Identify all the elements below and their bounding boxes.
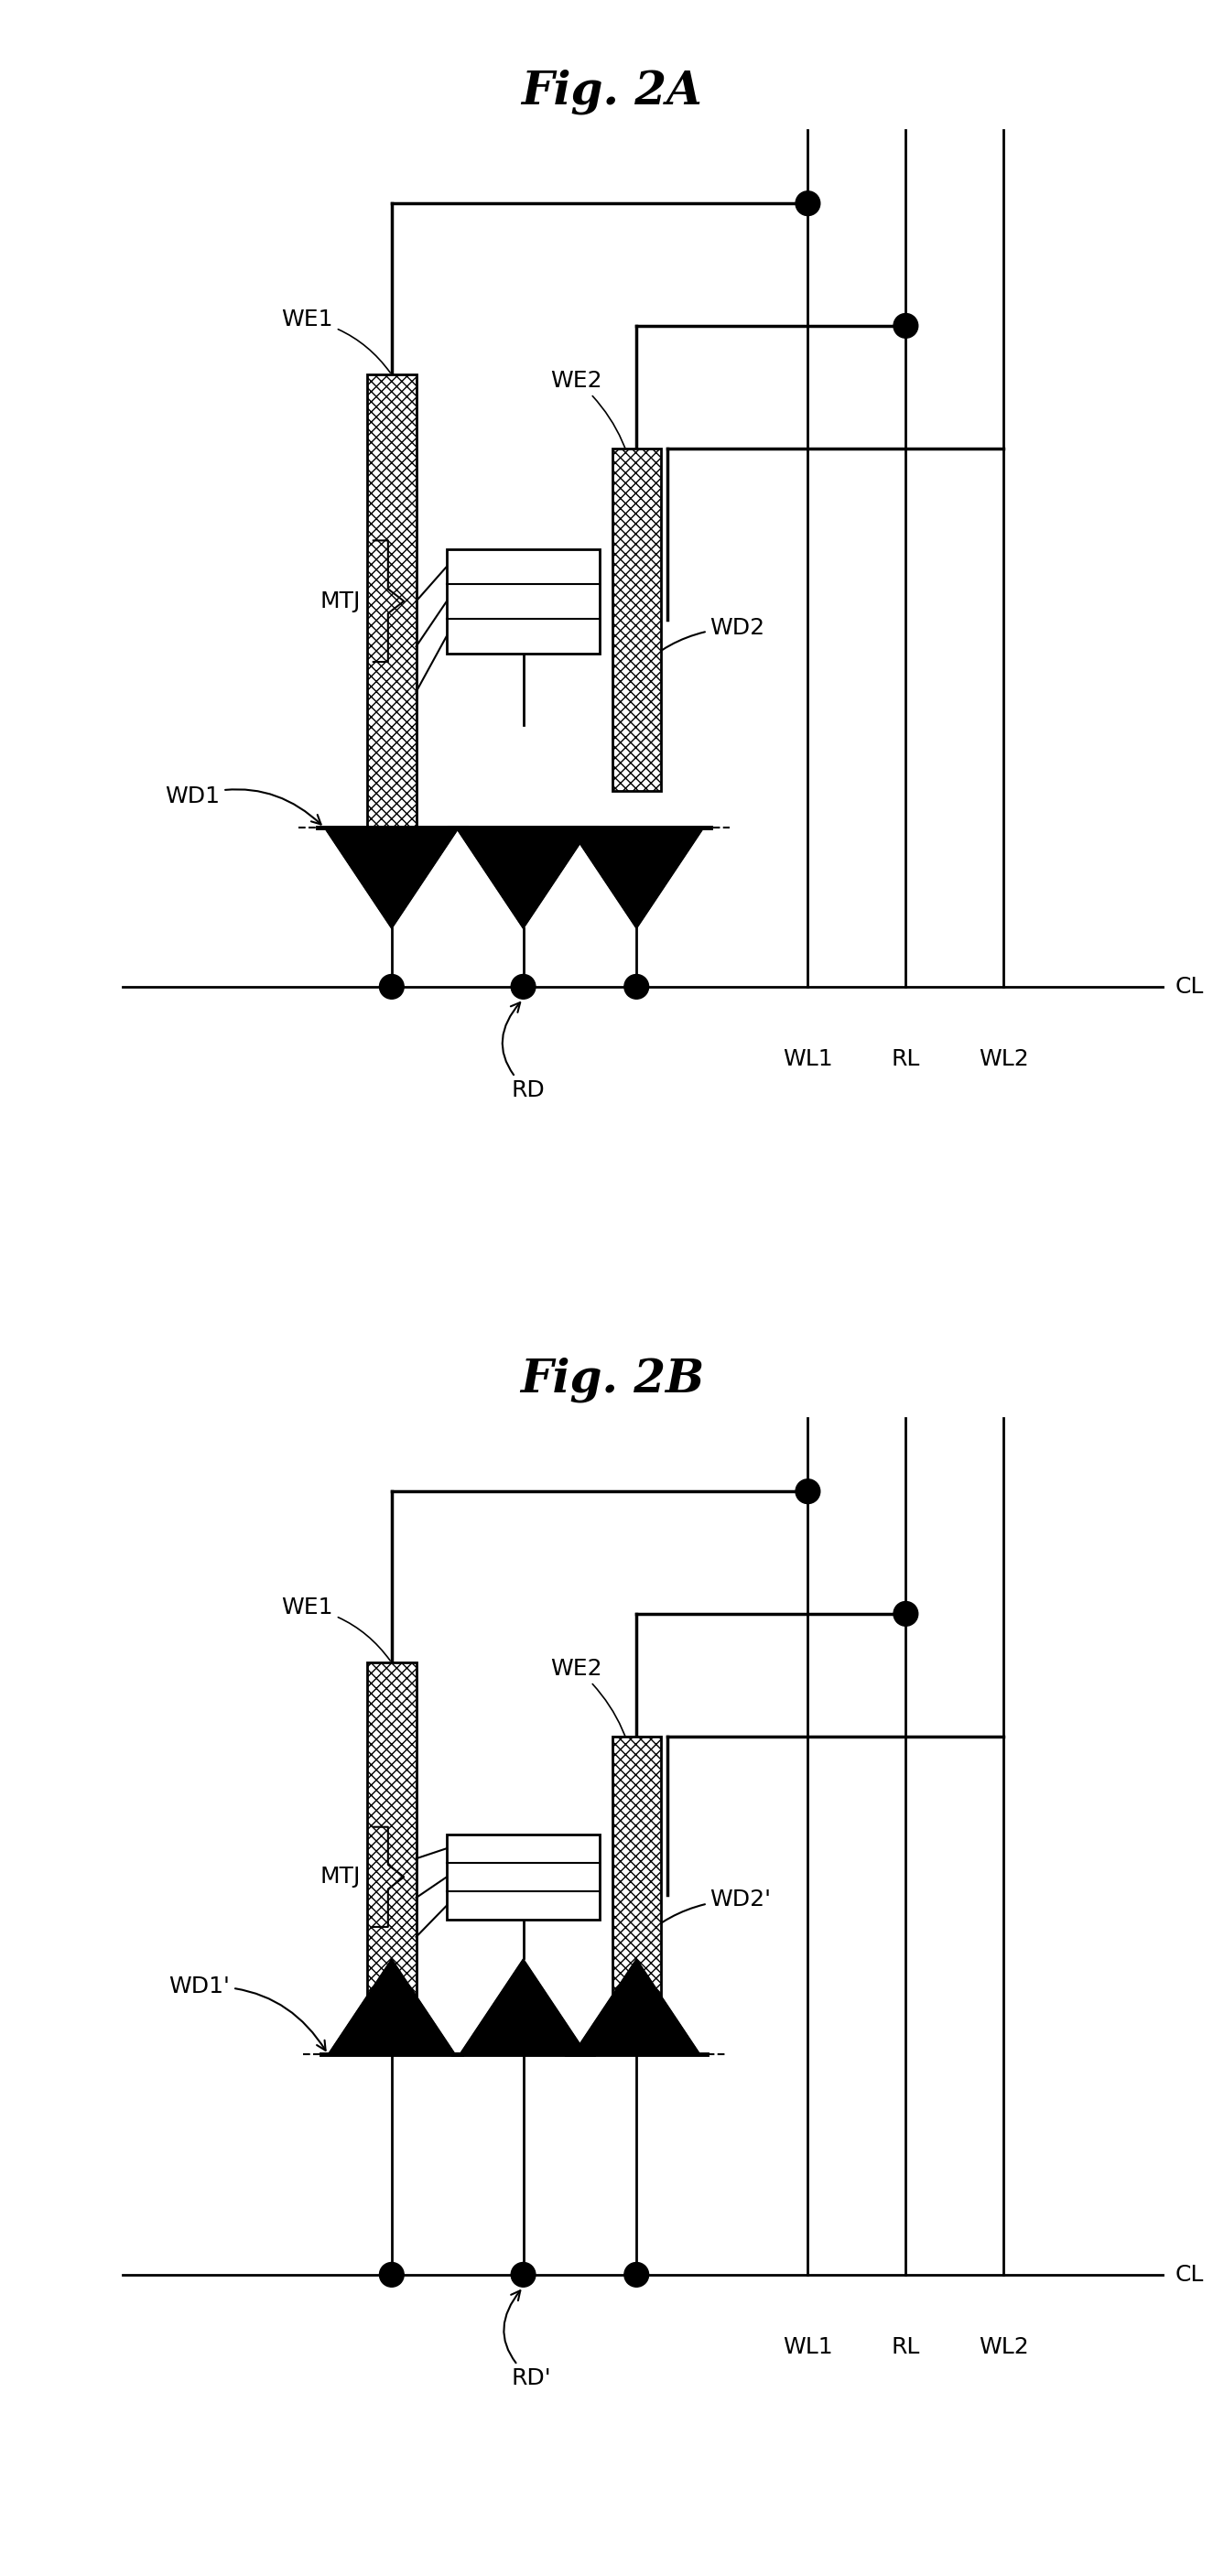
Text: WL2: WL2 <box>979 2336 1028 2357</box>
Polygon shape <box>569 827 704 927</box>
Text: PM: PM <box>387 626 416 644</box>
Circle shape <box>796 191 820 216</box>
Text: CL: CL <box>1175 2264 1203 2285</box>
Circle shape <box>624 2262 649 2287</box>
Polygon shape <box>455 827 590 927</box>
Text: WL2: WL2 <box>979 1048 1028 1069</box>
Polygon shape <box>573 1958 700 2056</box>
Polygon shape <box>460 1958 588 2056</box>
Text: MTJ: MTJ <box>321 1865 361 1888</box>
Text: FM: FM <box>387 556 416 574</box>
Circle shape <box>379 2262 404 2287</box>
Bar <box>612 448 661 791</box>
Text: RL: RL <box>891 2336 920 2357</box>
Bar <box>367 1662 416 2056</box>
Circle shape <box>796 1479 820 1504</box>
Text: WE2: WE2 <box>551 368 636 495</box>
Circle shape <box>894 314 918 337</box>
Text: TB: TB <box>389 1868 416 1886</box>
Text: RD': RD' <box>504 2290 551 2391</box>
Circle shape <box>624 974 649 999</box>
Bar <box>447 549 600 654</box>
Circle shape <box>512 2262 536 2287</box>
Text: FM: FM <box>387 1839 416 1857</box>
Text: RD: RD <box>502 1002 545 1103</box>
Text: WE2: WE2 <box>551 1656 636 1783</box>
Polygon shape <box>324 827 459 927</box>
Bar <box>447 1834 600 1919</box>
Circle shape <box>379 974 404 999</box>
Text: WL1: WL1 <box>783 1048 832 1069</box>
Polygon shape <box>328 1958 455 2056</box>
Text: RL: RL <box>891 1048 920 1069</box>
Text: WL1: WL1 <box>783 2336 832 2357</box>
Text: WD1': WD1' <box>169 1976 326 2050</box>
Text: Fig. 2B: Fig. 2B <box>520 1358 704 1401</box>
Bar <box>612 1736 661 2056</box>
Circle shape <box>894 1602 918 1625</box>
Text: WE1: WE1 <box>282 1597 390 1662</box>
Text: WD2: WD2 <box>640 616 765 667</box>
Text: WD2': WD2' <box>640 1888 771 1940</box>
Text: MTJ: MTJ <box>321 590 361 613</box>
Text: Fig. 2A: Fig. 2A <box>521 70 703 113</box>
Bar <box>367 374 416 827</box>
Text: PM: PM <box>387 1896 416 1914</box>
Text: TB: TB <box>389 592 416 611</box>
Text: WD1: WD1 <box>165 786 321 824</box>
Text: CL: CL <box>1175 976 1203 997</box>
Text: WE1: WE1 <box>282 309 390 374</box>
Circle shape <box>512 974 536 999</box>
